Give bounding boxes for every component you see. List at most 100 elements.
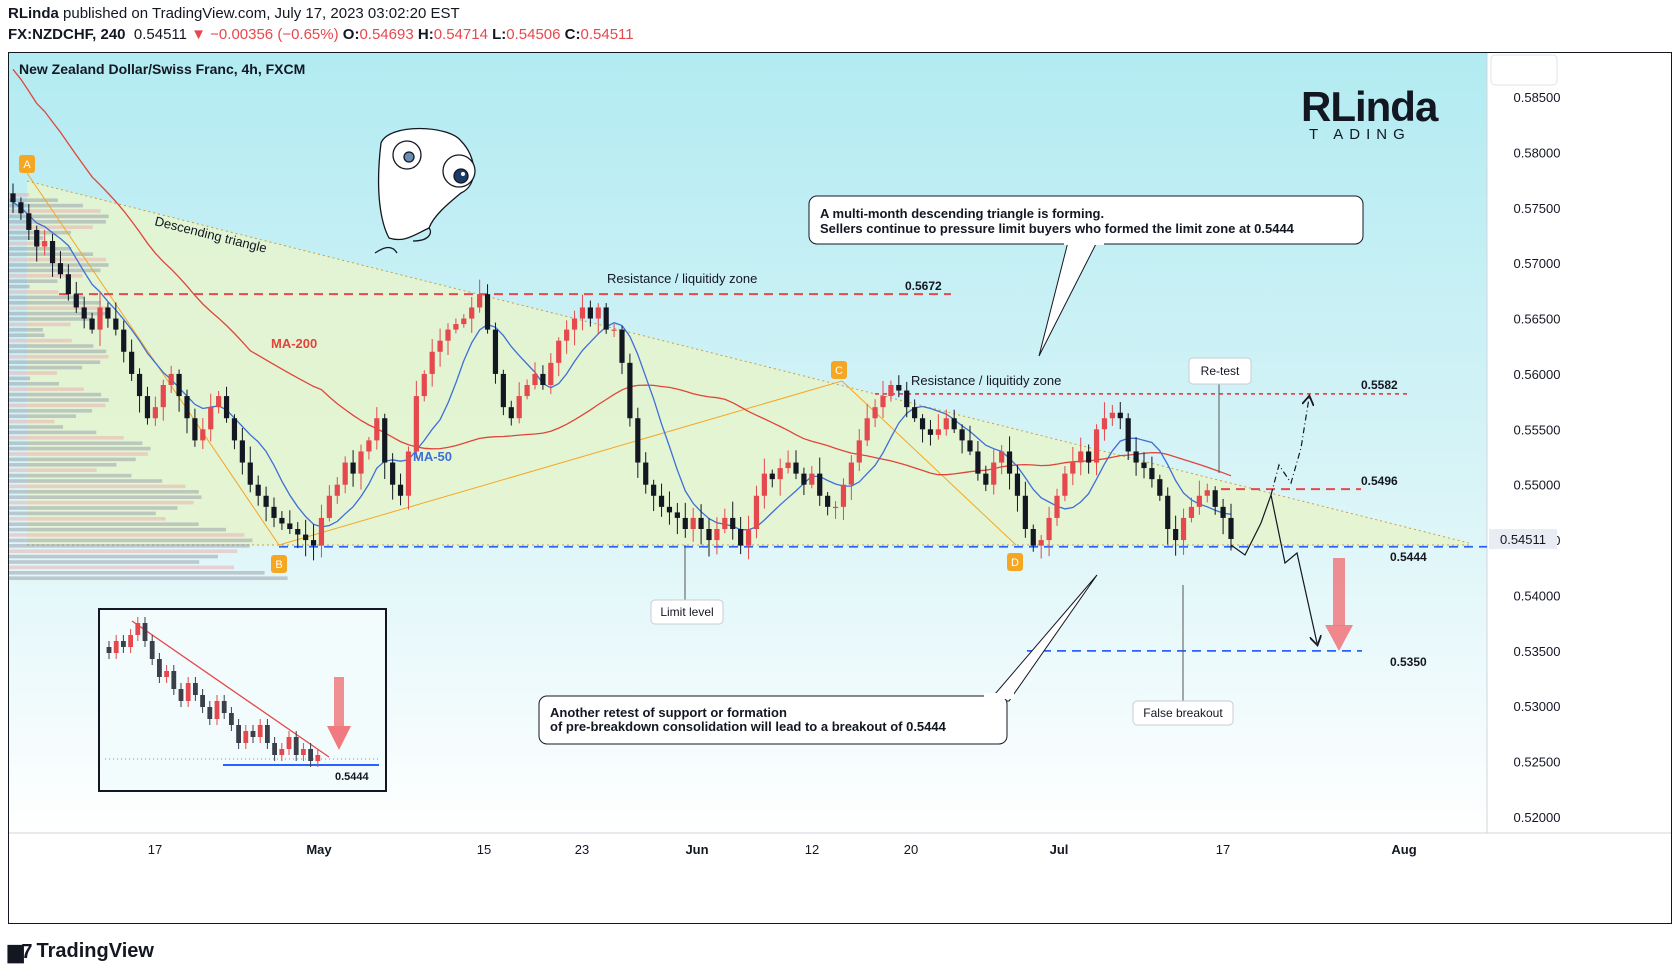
candle-body [10, 193, 16, 203]
candle-body [97, 307, 103, 330]
candle-body [912, 407, 918, 419]
open-value: 0.54693 [359, 26, 414, 43]
inset-preview: 0.5444 [98, 608, 387, 792]
candle-body [279, 517, 285, 524]
price-chart[interactable]: A B C D New Zealand Dollar/Swiss Franc, … [9, 53, 1671, 923]
logo-main-text: RLinda [1301, 83, 1439, 130]
volume-bar [9, 284, 30, 289]
candle-body [358, 451, 364, 474]
volume-bar [9, 533, 245, 537]
candle-body [1165, 495, 1171, 529]
y-tick-label: 0.53500 [1514, 644, 1561, 659]
volume-bar [9, 365, 83, 370]
volume-bar [9, 392, 102, 397]
candle-body [1062, 473, 1068, 496]
volume-bar [9, 517, 166, 521]
time-axis[interactable]: 17 May 15 23 Jun 12 20 Jul 17 Aug [148, 842, 1417, 857]
y-tick-label: 0.53000 [1514, 699, 1561, 714]
volume-bar [9, 522, 199, 526]
high-value: 0.54714 [433, 26, 488, 43]
candle-body [271, 506, 277, 518]
inset-candle-body [221, 701, 227, 713]
false-breakout-note: False breakout [1132, 700, 1234, 726]
candle-body [674, 512, 680, 518]
candle-body [1133, 451, 1139, 463]
inset-candle-body [315, 755, 321, 761]
candle-body [698, 517, 704, 529]
candle-body [1228, 517, 1234, 539]
inset-candle-body [257, 725, 263, 737]
volume-bar [9, 247, 72, 251]
volume-bar [9, 446, 151, 451]
volume-bar [9, 203, 83, 208]
inset-candle-body [178, 689, 184, 701]
candle-body [769, 473, 775, 480]
inset-candle-body [229, 713, 234, 725]
candle-body [809, 473, 815, 485]
inset-candle-body [149, 641, 155, 659]
logo-sub-text: T ADING [1309, 126, 1411, 143]
candle-body [627, 362, 633, 419]
chart-frame[interactable]: A B C D New Zealand Dollar/Swiss Franc, … [8, 52, 1672, 924]
tradingview-footer-logo[interactable]: ▆7 TradingView [8, 939, 154, 964]
svg-text:B: B [275, 559, 282, 571]
candle-body [548, 362, 554, 385]
volume-bar [9, 441, 143, 445]
volume-bar [9, 333, 45, 337]
inset-candle-body [157, 659, 162, 677]
candle-body [682, 517, 688, 529]
volume-bar [9, 473, 132, 478]
volume-bar [9, 322, 71, 327]
candle-body [999, 451, 1005, 463]
inset-candle-body [236, 725, 241, 743]
axis-settings-box[interactable] [1490, 54, 1558, 86]
top-callout: A multi-month descending triangle is for… [808, 195, 1364, 357]
volume-bar [9, 560, 200, 564]
candle-body [42, 241, 48, 247]
volume-bar [9, 484, 186, 489]
ma-50-line [12, 201, 1232, 531]
candle-body [326, 495, 332, 518]
volume-bar [9, 236, 44, 240]
candle-body [176, 373, 182, 397]
candle-body [516, 396, 522, 419]
level-label-0.5444: 0.5444 [1390, 550, 1427, 564]
inset-candle-body [128, 635, 133, 647]
author-name[interactable]: RLinda [8, 5, 59, 22]
candle-body [1117, 412, 1123, 419]
candle-body [1093, 429, 1100, 463]
volume-bar [9, 290, 59, 294]
limit-level-note: Limit level [650, 599, 724, 625]
y-tick-label: 0.57500 [1514, 201, 1561, 216]
svg-text:A: A [23, 159, 31, 171]
inset-candle-body [142, 623, 148, 641]
callout-bottom-line-1: Another retest of support or formation [550, 705, 787, 720]
y-tick-label: 0.55500 [1514, 422, 1561, 437]
x-tick-label: 23 [575, 842, 589, 857]
x-tick-label: 17 [148, 842, 162, 857]
inset-candle-body [135, 623, 141, 635]
ma-200-line [12, 68, 1232, 477]
inset-candle-body [250, 731, 256, 737]
inset-candle-body [106, 647, 112, 653]
volume-bar [9, 527, 227, 532]
inset-candle-body [164, 671, 169, 677]
candle-body [113, 318, 119, 330]
candle-body [184, 396, 190, 419]
candle-body [983, 473, 989, 485]
candle-body [825, 495, 831, 507]
candle-body [1038, 540, 1044, 546]
volume-bar [9, 425, 64, 429]
candle-body [904, 390, 910, 408]
candle-body [303, 534, 309, 541]
candle-body [105, 307, 111, 319]
candle-body [160, 385, 166, 408]
inset-candle-body [286, 737, 292, 749]
volume-bar [9, 430, 97, 435]
candle-body [777, 468, 783, 480]
level-label-0.5672: 0.5672 [905, 279, 942, 293]
candle-body [1141, 462, 1147, 469]
candle-body [872, 407, 878, 419]
candle-body [1022, 495, 1028, 529]
volume-bar [9, 506, 178, 510]
